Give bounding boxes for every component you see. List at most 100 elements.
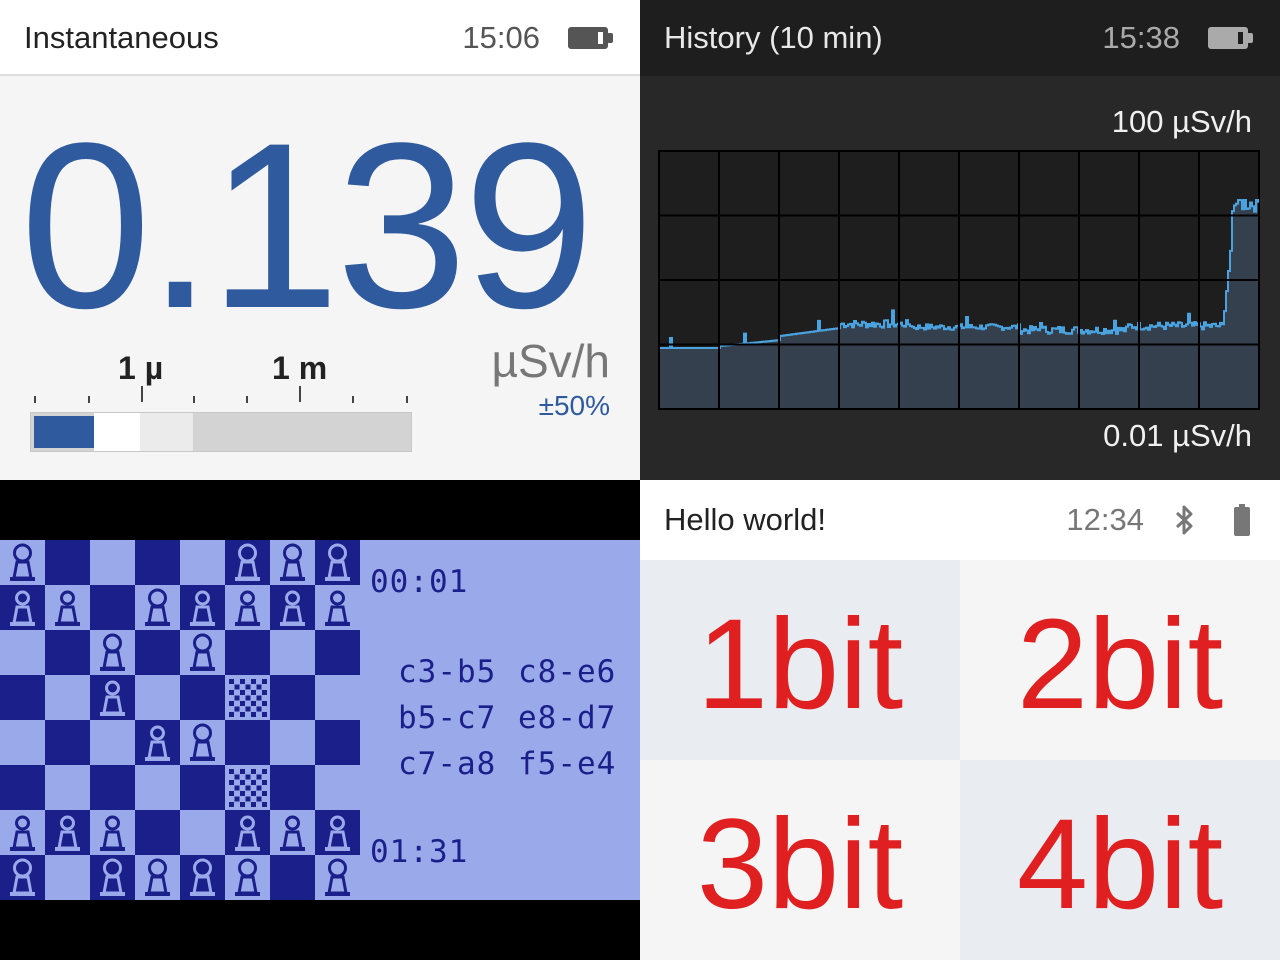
chess-piece [100,815,125,851]
bar-fill [34,416,94,448]
board-square [0,675,45,720]
battery-icon [1234,504,1250,536]
board-square [90,765,135,810]
chess-piece [100,858,125,896]
chess-screen: 00:01 c3-b5 c8-e6 b5-c7 e8-d7 c7-a8 f5-e… [0,480,640,960]
status-bar: Instantaneous 15:06 [0,0,640,76]
cell-1bit[interactable]: 1bit [640,560,960,760]
bar-segment-mid [140,413,193,451]
chess-piece [10,543,35,581]
board-square [45,540,90,585]
scale-tick [34,396,36,403]
board-square [0,720,45,765]
cell-label: 1bit [696,593,904,736]
cell-3bit[interactable]: 3bit [640,760,960,960]
chess-piece [145,588,170,626]
uncertainty-label: ±50% [538,390,610,421]
chess-piece [145,725,170,761]
chess-piece [280,590,305,626]
board-square [315,630,360,675]
board-square [135,765,180,810]
chess-piece [10,590,35,626]
board-square [135,675,180,720]
board-square [225,720,270,765]
cell-4bit[interactable]: 4bit [960,760,1280,960]
chess-piece [10,858,35,896]
battery-icon [568,27,613,49]
chess-piece [100,633,125,671]
board-square [315,720,360,765]
board-square [135,540,180,585]
battery-icon [1208,27,1253,49]
move-3-black: f5-e4 [518,746,617,782]
cell-label: 3bit [696,793,904,936]
scale-label-micro: 1 µ [118,350,164,386]
dose-rate-bar [30,412,412,452]
screen-title: Instantaneous [24,20,219,55]
history-area [660,200,1258,408]
board-square [225,630,270,675]
clock: 15:38 [1102,20,1180,55]
board-square [270,720,315,765]
scale-tick [246,396,248,403]
bar-segment-light [94,413,140,451]
chess-piece [235,590,260,626]
chess-piece [325,858,350,896]
scale-tick-major [141,386,143,402]
dose-rate-value: 0.139 [20,94,595,358]
chess-panel: 00:01 c3-b5 c8-e6 b5-c7 e8-d7 c7-a8 f5-e… [0,540,640,900]
board-square [270,630,315,675]
scale-tick [352,396,354,403]
move-1-white: c3-b5 [398,654,497,690]
board-square [0,630,45,675]
board-square [180,540,225,585]
instantaneous-screen: Instantaneous 15:06 0.139 1 µ 1 m µSv/h … [0,0,640,480]
board-square [135,810,180,855]
timer-top: 00:01 [370,564,469,600]
board-square [90,540,135,585]
board-square [270,675,315,720]
scale-tick [193,396,195,403]
chess-piece [190,633,215,671]
cell-label: 2bit [1016,593,1224,736]
chess-piece [235,543,260,581]
history-screen: History (10 min) 15:38 100 µSv/h 0.01 µS… [640,0,1280,480]
board-square [135,630,180,675]
chess-piece [190,590,215,626]
board-square [180,765,225,810]
board-square [45,765,90,810]
chess-piece [280,815,305,851]
chess-piece [190,723,215,761]
status-bar: History (10 min) 15:38 [640,0,1280,76]
move-2-black: e8-d7 [518,700,617,736]
history-chart [658,150,1260,410]
cell-label: 4bit [1016,793,1224,936]
scale-tick-major [299,386,301,402]
move-2-white: b5-c7 [398,700,497,736]
board-square [45,630,90,675]
chess-piece [55,815,80,851]
chess-piece [325,815,350,851]
chess-piece [10,815,35,851]
chess-piece [229,769,267,807]
clock: 12:34 [1066,502,1144,537]
chess-piece [235,815,260,851]
chess-piece [100,680,125,716]
chess-board[interactable] [0,540,362,900]
cell-2bit[interactable]: 2bit [960,560,1280,760]
chess-piece [280,543,305,581]
chess-piece [190,858,215,896]
bit-depth-demo-screen: Hello world! 12:34 1bit 2bit 3bit 4bit [640,480,1280,960]
unit-label: µSv/h [491,335,610,387]
chess-piece [325,590,350,626]
board-square [45,675,90,720]
board-square [180,675,225,720]
board-square [180,810,225,855]
chess-piece [145,858,170,896]
history-line [660,199,1259,349]
board-square [45,855,90,900]
move-1-black: c8-e6 [518,654,617,690]
chess-piece [235,858,260,896]
board-square [315,765,360,810]
board-square [0,765,45,810]
